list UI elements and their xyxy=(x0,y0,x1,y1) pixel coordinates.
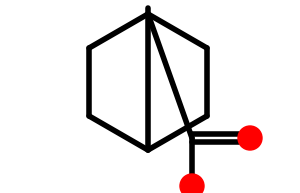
Circle shape xyxy=(180,174,204,193)
Circle shape xyxy=(238,126,262,150)
